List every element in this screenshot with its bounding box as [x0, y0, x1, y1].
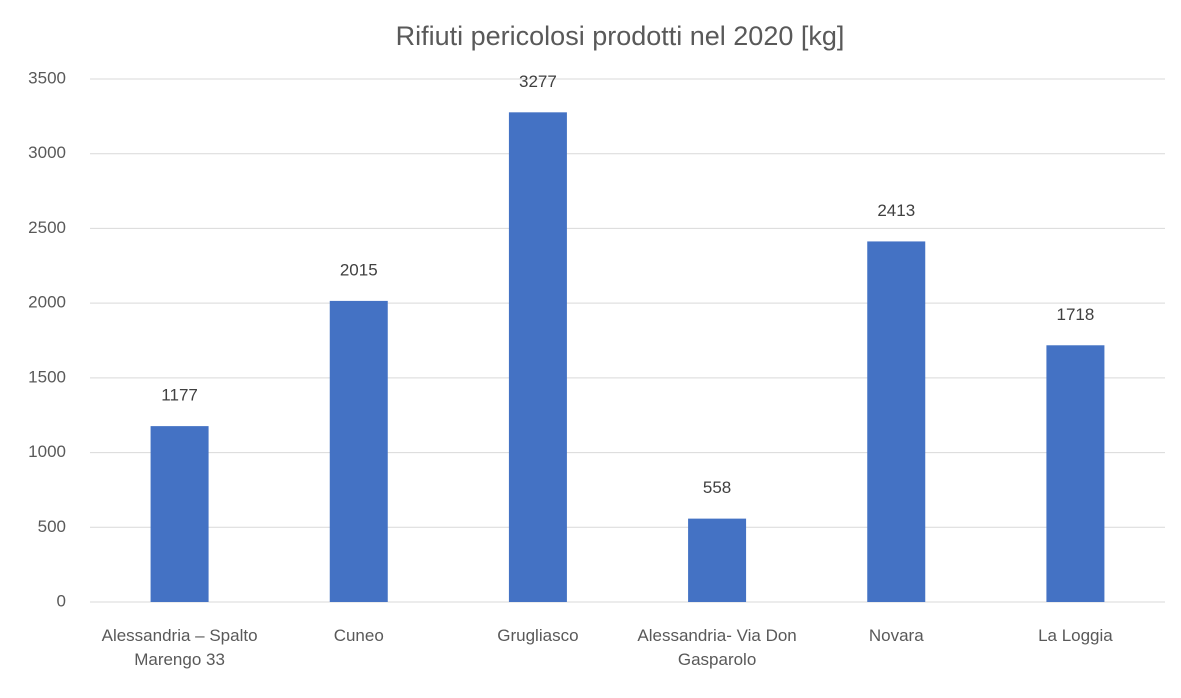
bar [150, 426, 209, 602]
x-tick-label: Cuneo [333, 626, 384, 645]
bar [867, 241, 926, 602]
x-tick-label: La Loggia [1038, 626, 1113, 645]
y-tick-label: 3500 [28, 68, 66, 87]
bar [1046, 345, 1105, 602]
x-tick-label: Grugliasco [497, 626, 579, 645]
y-tick-label: 3000 [28, 143, 66, 162]
data-label: 558 [703, 478, 731, 497]
data-label: 2015 [340, 260, 378, 279]
data-label: 3277 [519, 72, 557, 91]
y-tick-label: 1000 [28, 442, 66, 461]
data-label: 1718 [1057, 305, 1095, 324]
y-tick-label: 0 [57, 591, 66, 610]
bar [508, 112, 567, 602]
y-tick-label: 2500 [28, 218, 66, 237]
y-tick-label: 2000 [28, 293, 66, 312]
x-tick-label: Alessandria – Spalto Marengo 33 [101, 626, 258, 669]
y-tick-label: 1500 [28, 367, 66, 386]
y-tick-label: 500 [38, 517, 66, 536]
x-tick-label: Alessandria- Via Don Gasparolo [637, 626, 797, 669]
data-label: 2413 [877, 201, 915, 220]
bar [688, 518, 747, 602]
bar [329, 300, 388, 602]
chart-title: Rifiuti pericolosi prodotti nel 2020 [kg… [396, 21, 845, 51]
data-label: 1177 [161, 386, 198, 405]
x-tick-label: Novara [868, 626, 924, 645]
